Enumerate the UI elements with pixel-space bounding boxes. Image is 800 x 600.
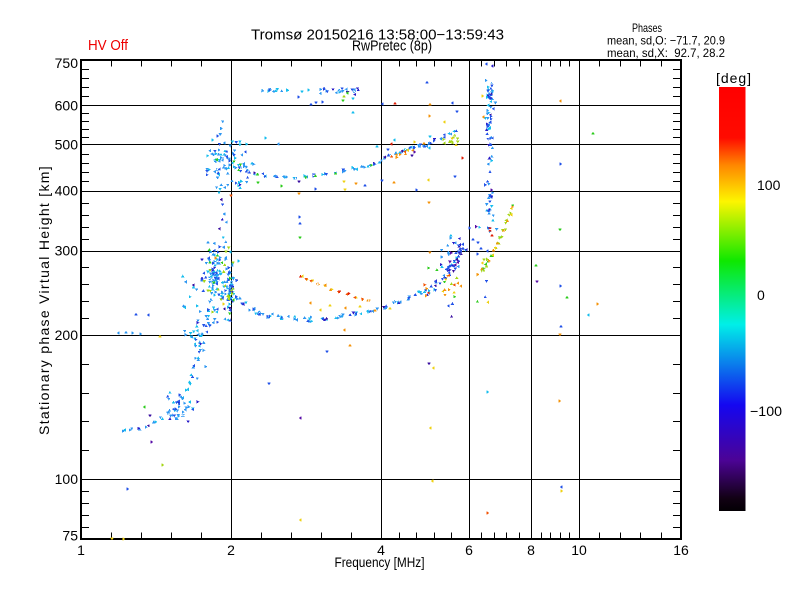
svg-text:10: 10	[571, 542, 587, 558]
svg-text:400: 400	[55, 183, 79, 199]
svg-text:Phases: Phases	[632, 21, 662, 35]
svg-text:600: 600	[55, 97, 79, 113]
svg-text:750: 750	[55, 55, 79, 71]
svg-text:mean, sd,O: −71.7, 20.9: mean, sd,O: −71.7, 20.9	[607, 34, 725, 48]
svg-text:200: 200	[55, 327, 79, 343]
svg-text:0: 0	[757, 287, 765, 303]
svg-text:2: 2	[227, 542, 235, 558]
svg-text:6: 6	[465, 542, 473, 558]
svg-text:Stationary phase Virtual Heigh: Stationary phase Virtual Height [km]	[36, 165, 52, 435]
svg-text:100: 100	[55, 471, 79, 487]
svg-text:300: 300	[55, 243, 79, 259]
svg-text:mean, sd,X: 92.7, 28.2: mean, sd,X: 92.7, 28.2	[607, 46, 725, 60]
svg-text:HV Off: HV Off	[88, 38, 129, 54]
svg-text:−100: −100	[750, 403, 782, 419]
svg-text:16: 16	[673, 542, 689, 558]
svg-text:8: 8	[527, 542, 535, 558]
svg-text:Frequency [MHz]: Frequency [MHz]	[335, 554, 425, 570]
svg-text:500: 500	[55, 136, 79, 152]
svg-text:RwPretec (8p): RwPretec (8p)	[352, 39, 432, 55]
svg-text:Tromsø 20150216 13:58:00−13:59: Tromsø 20150216 13:58:00−13:59:43	[251, 28, 504, 44]
svg-text:100: 100	[757, 177, 781, 193]
svg-text:1: 1	[77, 542, 85, 558]
svg-text:4: 4	[377, 542, 385, 558]
svg-text:75: 75	[62, 528, 78, 544]
svg-text:[deg]: [deg]	[716, 70, 752, 86]
